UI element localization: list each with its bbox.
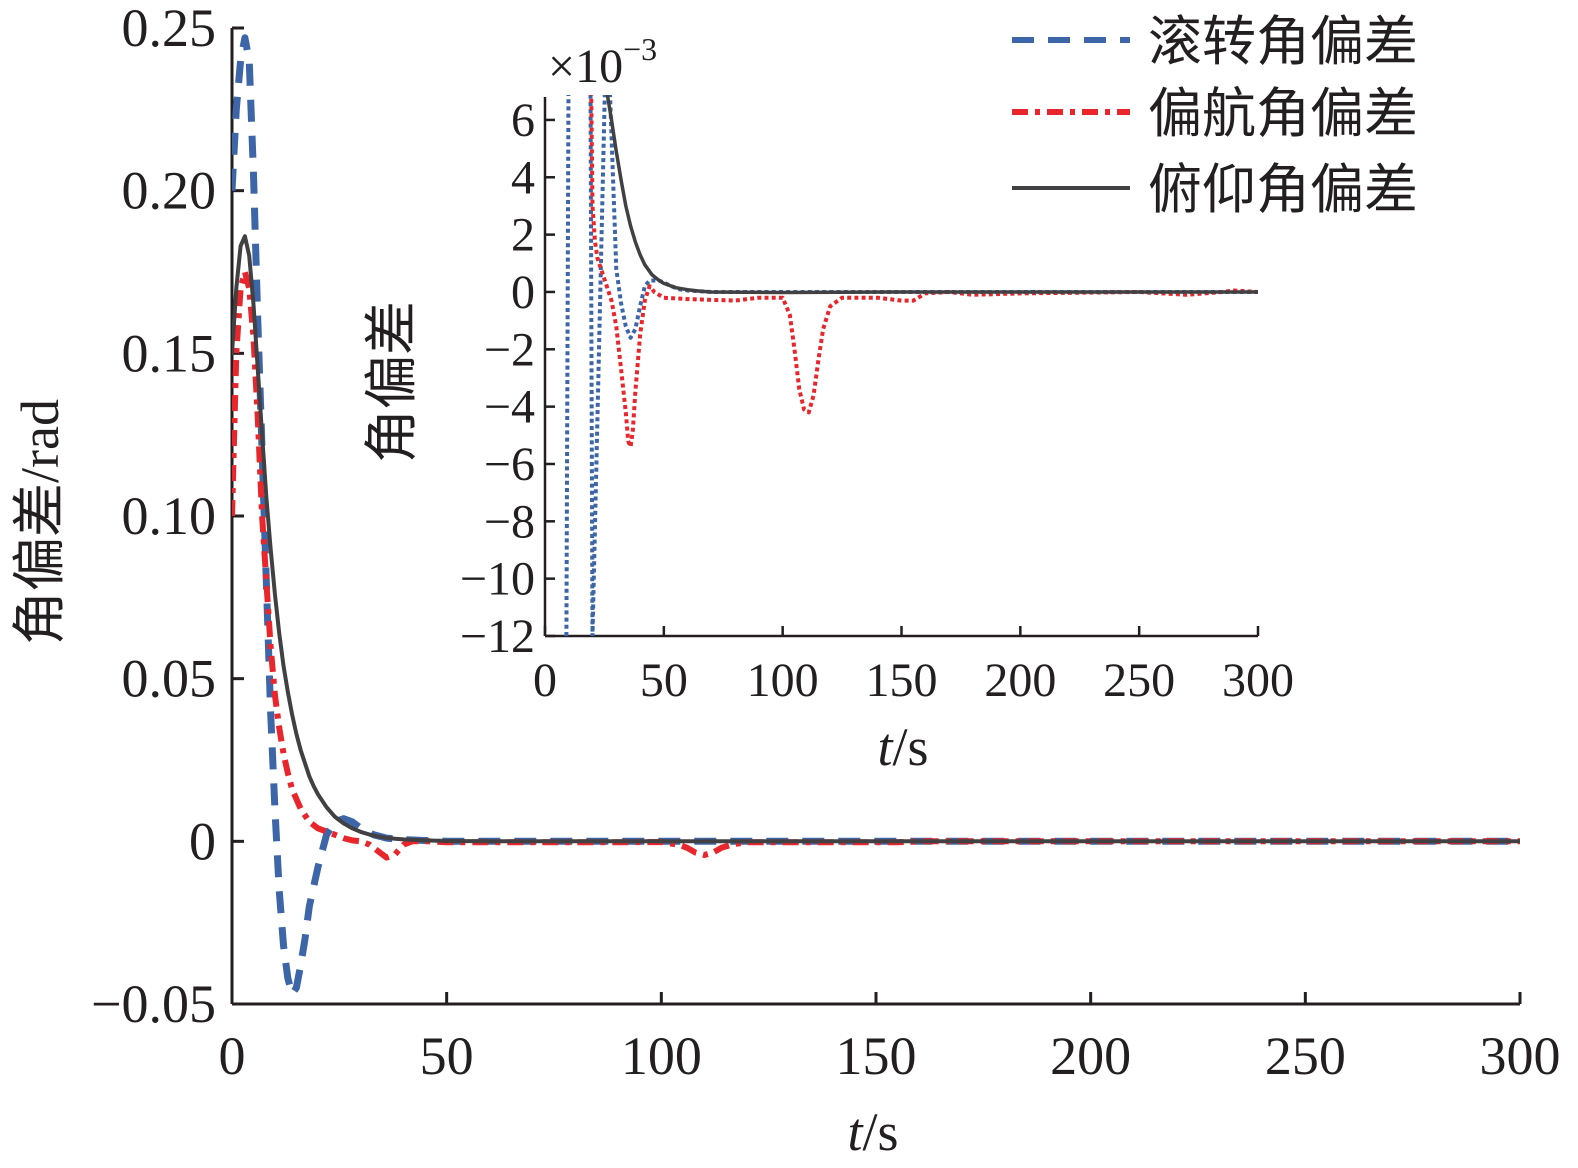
main-x-axis-title-var: t — [847, 1102, 864, 1162]
inset-x-tick-label: 200 — [984, 654, 1056, 707]
inset-x-axis-title-unit: /s — [892, 717, 928, 777]
inset-x-tick-label: 300 — [1222, 654, 1294, 707]
main-line-series-3 — [232, 234, 1520, 844]
inset-y-multiplier: ×10−3 — [548, 31, 657, 93]
main-x-tick-label: 200 — [1050, 1026, 1131, 1086]
main-x-tick-label: 250 — [1265, 1026, 1346, 1086]
inset-y-multiplier-exponent: −3 — [623, 31, 657, 67]
inset-y-multiplier-base: ×10 — [548, 40, 623, 93]
main-y-axis-title: 角偏差/rad — [10, 399, 70, 645]
inset-x-tick-label: 250 — [1103, 654, 1175, 707]
inset-y-tick-label: 0 — [511, 266, 535, 319]
inset-x-axis-title: t/s — [877, 717, 928, 777]
inset-x-axis-title-var: t — [877, 717, 894, 777]
main-y-tick-label: −0.05 — [91, 974, 216, 1034]
inset-y-tick-label: 4 — [511, 151, 535, 204]
legend-label-series-1: 滚转角偏差 — [1148, 12, 1418, 72]
main-x-tick-label: 300 — [1480, 1026, 1561, 1086]
inset-y-axis-title: 角偏差 — [362, 301, 422, 463]
main-line-series-2 — [232, 269, 1520, 861]
inset-series-group — [564, 95, 1258, 636]
main-x-axis-title: t/s — [847, 1102, 898, 1162]
inset-x-tick-label: 50 — [640, 654, 688, 707]
main-x-tick-label: 50 — [420, 1026, 474, 1086]
main-y-tick-label: 0.10 — [122, 486, 217, 546]
main-y-tick-label: 0.20 — [122, 161, 217, 221]
inset-y-tick-label: −2 — [484, 323, 535, 376]
main-x-tick-label: 150 — [836, 1026, 917, 1086]
main-y-tick-label: 0.25 — [122, 0, 217, 58]
legend-label-series-2: 偏航角偏差 — [1148, 84, 1418, 144]
inset-y-tick-label: −10 — [460, 553, 535, 606]
main-y-tick-label: 0.15 — [122, 323, 217, 383]
inset-x-tick-label: 100 — [747, 654, 819, 707]
inset-y-tick-label: −8 — [484, 495, 535, 548]
main-x-tick-label: 100 — [621, 1026, 702, 1086]
legend-label-series-3: 俯仰角偏差 — [1148, 160, 1418, 220]
inset-line-series-3 — [605, 95, 1258, 295]
inset-x-tick-label: 0 — [533, 654, 557, 707]
inset-y-tick-label: 2 — [511, 209, 535, 262]
inset-plot: 0 50 100 150 200 250 300−12−10−8−6−4−20246t/s角… — [362, 31, 1294, 777]
inset-y-tick-label: 6 — [511, 94, 535, 147]
main-x-axis-title-unit: /s — [862, 1102, 898, 1162]
main-x-tick-label: 0 — [219, 1026, 246, 1086]
main-series-group — [232, 34, 1520, 998]
inset-y-tick-label: −12 — [460, 610, 535, 663]
main-y-tick-label: 0 — [189, 811, 216, 871]
inset-y-tick-label: −6 — [484, 438, 535, 491]
main-plot: 0 50 100 150 200 250 300−0.0500.050.100.150.20… — [10, 0, 1561, 1162]
inset-x-tick-label: 150 — [866, 654, 938, 707]
main-y-tick-label: 0.05 — [122, 649, 217, 709]
inset-y-tick-label: −4 — [484, 381, 535, 434]
